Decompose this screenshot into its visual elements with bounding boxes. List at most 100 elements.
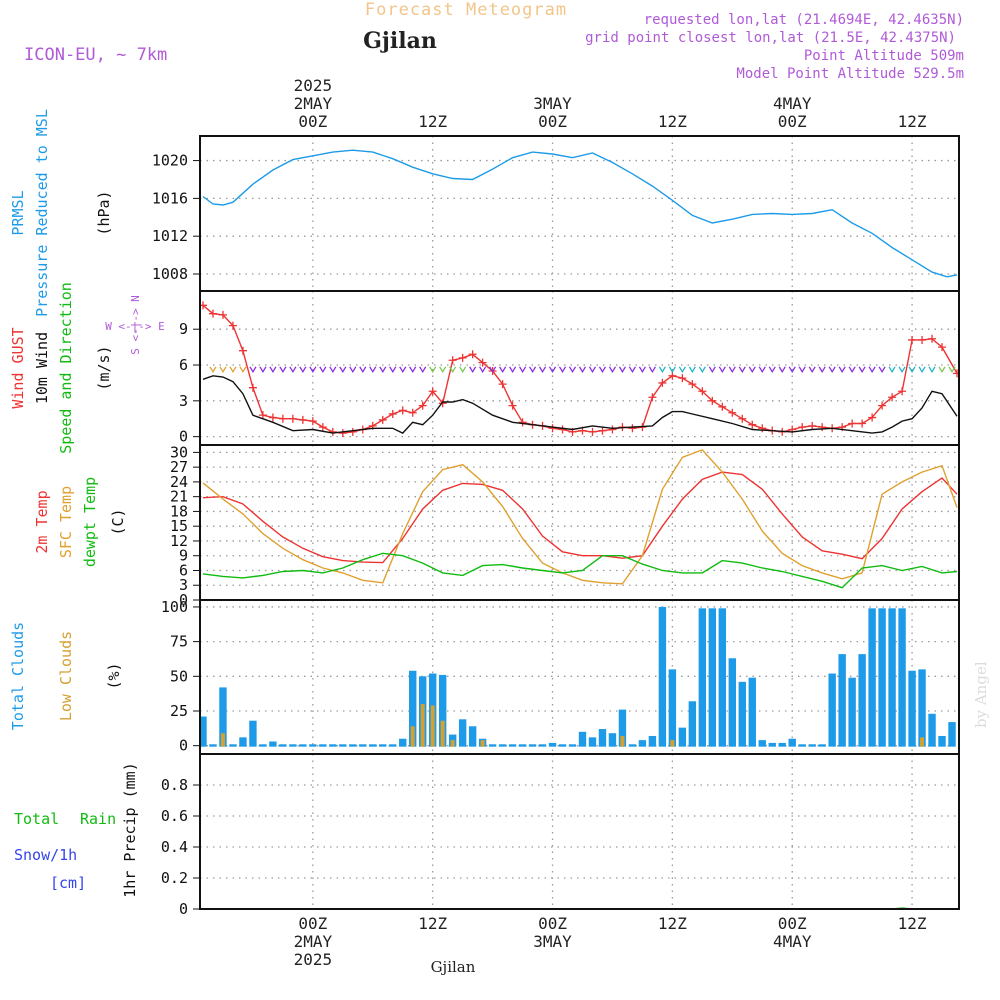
wind-arrow xyxy=(339,366,347,374)
wind-arrow xyxy=(728,366,736,374)
gust-marker xyxy=(698,387,707,396)
model-altitude: Model Point Altitude 529.5m xyxy=(736,66,964,82)
gust-marker xyxy=(418,401,427,410)
gust-marker xyxy=(398,406,407,415)
temperature-axis-label: dewpt Temp xyxy=(81,477,99,567)
wind-arrow xyxy=(908,366,916,374)
gust-marker xyxy=(738,414,747,423)
bar-total-clouds xyxy=(359,744,367,747)
bar-total-clouds xyxy=(518,744,527,747)
bar-total-clouds xyxy=(538,744,547,747)
wind-arrow xyxy=(938,366,946,374)
bar-total-clouds xyxy=(718,608,727,747)
bar-low-clouds xyxy=(620,735,625,747)
bar-total-clouds xyxy=(628,744,637,747)
wind-arrow xyxy=(898,366,906,374)
wind-arrow xyxy=(648,366,656,374)
bottom-time-label: 3MAY xyxy=(533,932,572,951)
bar-low-clouds xyxy=(440,720,445,747)
y-tick-label: 9 xyxy=(179,547,188,565)
y-tick-label: 30 xyxy=(170,443,188,461)
gust-marker xyxy=(408,408,417,417)
wind-arrow xyxy=(399,366,407,374)
wind-arrow xyxy=(738,366,746,374)
gust-marker xyxy=(808,421,817,430)
clouds-data xyxy=(200,606,959,747)
bar-total-clouds xyxy=(399,738,407,747)
precip-legend-rain: Rain xyxy=(80,810,116,828)
y-tick-label: 3 xyxy=(179,576,188,594)
dewpt-line xyxy=(202,552,958,589)
wind-arrow xyxy=(459,366,467,374)
wind-arrow xyxy=(359,366,367,374)
gust-marker xyxy=(718,402,727,411)
bar-total-clouds xyxy=(209,744,217,747)
gust-marker xyxy=(928,334,937,343)
footer-location: Gjilan xyxy=(431,958,476,976)
wind-arrow xyxy=(808,366,816,374)
header: Forecast Meteogram Gjilan ICON-EU, ~ 7km… xyxy=(24,0,990,976)
wind-arrow xyxy=(299,366,307,374)
gust-marker xyxy=(428,387,437,396)
bar-total-clouds xyxy=(778,742,786,747)
bar-total-clouds xyxy=(369,744,377,747)
bar-total-clouds xyxy=(788,738,796,747)
bar-total-clouds xyxy=(938,735,946,747)
temperature-axis-label: 2m Temp xyxy=(33,490,51,553)
wind-arrow xyxy=(788,366,796,374)
top-time-label: 12Z xyxy=(658,112,687,131)
wind-arrow xyxy=(758,366,766,374)
wind-arrow xyxy=(449,366,457,374)
bar-total-clouds xyxy=(758,740,766,747)
gust-marker xyxy=(548,424,557,433)
bar-total-clouds xyxy=(568,744,577,747)
y-tick-label: 0 xyxy=(179,900,188,918)
bar-low-clouds xyxy=(430,705,435,747)
bar-total-clouds xyxy=(239,737,247,747)
top-time-label: 00Z xyxy=(538,112,567,131)
bar-total-clouds xyxy=(888,608,896,747)
y-tick-label: 9 xyxy=(179,320,188,338)
wind-arrow xyxy=(558,366,567,374)
bar-total-clouds xyxy=(339,744,347,747)
compass-we: W <-|-> E xyxy=(105,320,165,333)
wind-arrow xyxy=(538,366,547,374)
gust-marker xyxy=(868,413,877,422)
gust-marker xyxy=(518,418,527,427)
compass-ns: S <-|-> N xyxy=(129,295,142,355)
gust-marker xyxy=(328,427,337,436)
pressure-panel: 1008 1012 1016 1020 PRMSL Pressure Reduced to… xyxy=(9,109,960,317)
gust-marker xyxy=(938,343,947,352)
y-tick-label: 0 xyxy=(179,737,188,755)
bar-total-clouds xyxy=(458,719,467,747)
wind-arrow xyxy=(469,366,477,374)
gust-marker xyxy=(888,393,897,402)
gust-marker xyxy=(248,383,257,392)
gust-marker xyxy=(688,380,697,389)
gust-marker xyxy=(318,423,327,432)
wind-arrow xyxy=(379,366,387,374)
clouds-axis-label: (%) xyxy=(105,662,123,689)
gust-marker xyxy=(678,374,687,383)
wind-arrow xyxy=(638,366,646,374)
wind-arrow xyxy=(628,366,636,374)
y-tick-label: 12 xyxy=(170,532,188,550)
pressure-frame xyxy=(199,135,960,292)
y-tick-label: 0.8 xyxy=(161,776,188,794)
bar-total-clouds xyxy=(928,713,936,747)
gust-marker xyxy=(858,419,867,428)
wind-arrow xyxy=(768,366,776,374)
bar-total-clouds xyxy=(508,744,517,747)
y-tick-label: 50 xyxy=(170,667,188,685)
wind-arrow xyxy=(598,366,607,374)
chart-panels: 1008 1012 1016 1020 PRMSL Pressure Reduced to… xyxy=(9,109,960,918)
gust-marker xyxy=(448,356,457,365)
bar-total-clouds xyxy=(548,742,557,747)
wind-arrow xyxy=(419,366,427,374)
wind-arrow xyxy=(588,366,597,374)
bar-total-clouds xyxy=(269,741,277,747)
temperature-axis-label: (C) xyxy=(109,508,127,535)
wind-arrow xyxy=(529,366,537,374)
